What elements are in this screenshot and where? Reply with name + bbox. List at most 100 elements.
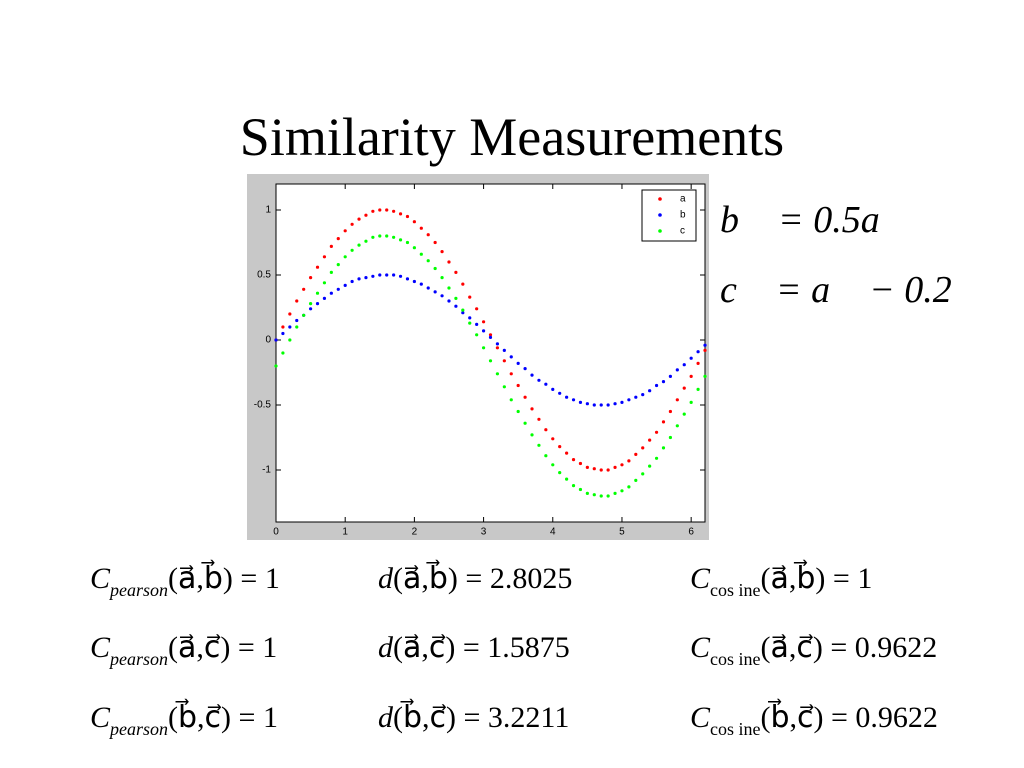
point [544,428,548,432]
point [509,398,513,402]
point [585,465,589,469]
point [378,208,382,212]
point [315,302,320,306]
point [281,351,285,355]
point [689,374,693,378]
point [350,279,354,284]
point [613,491,617,495]
point [350,248,354,252]
point [578,487,583,492]
formula-args: (a⃗,c⃗) = 1.5875 [393,631,570,664]
point [682,412,686,416]
formula: Cpearson(a⃗,c⃗) = 1 [90,631,277,669]
point [571,398,576,402]
point [606,468,610,472]
point [488,335,493,339]
point [308,302,313,306]
point [343,283,347,287]
point [295,318,299,323]
point [336,263,340,267]
point [620,400,624,404]
point [565,451,569,455]
point [634,395,638,399]
formula-args: (a⃗,c⃗) = 1 [168,631,277,664]
point [627,398,631,402]
point [585,402,589,406]
point [392,273,396,277]
point [302,313,306,317]
point [502,385,506,389]
point [357,243,361,247]
formula-args: (a⃗,b⃗) = 1 [761,560,873,595]
x-tick-label: 4 [550,527,556,538]
point [412,279,416,284]
point [364,213,368,217]
point [461,308,465,312]
formula: Cpearson(b⃗,c⃗) = 1 [90,699,278,739]
formula-symbol: C [690,631,711,664]
point [592,467,596,471]
point [502,348,506,352]
point [364,276,368,280]
legend-marker [658,229,662,233]
point [488,359,493,363]
formula: Ccos ine(a⃗,b⃗) = 1 [690,560,872,600]
formula: d(b⃗,c⃗) = 3.2211 [378,699,569,734]
x-tick-label: 3 [481,527,487,538]
formula-symbol: d [378,562,394,595]
x-tick-label: 0 [273,527,279,538]
point [468,316,472,320]
point [578,400,583,404]
point [641,393,645,397]
point [502,359,506,363]
point [461,282,465,286]
point [537,378,541,382]
point [537,443,541,447]
point [641,472,645,476]
point [668,374,673,378]
point [274,338,278,342]
point [523,395,527,399]
formula-args: (b⃗,c⃗) = 3.2211 [393,699,569,734]
formula: d(a⃗,b⃗) = 2.8025 [378,560,572,595]
point [308,307,313,311]
legend-marker [658,213,662,217]
point [620,489,624,493]
point [385,273,389,277]
point [274,364,278,368]
point [592,403,596,407]
point [454,270,458,274]
point [558,471,562,475]
point [571,484,576,488]
point [696,387,700,391]
point [447,299,451,303]
point [454,296,458,300]
point [661,420,666,424]
point [648,438,652,442]
y-tick-label: -0.5 [254,400,272,411]
point [703,374,707,378]
point [433,266,437,271]
point [371,274,375,278]
point [620,463,624,467]
formula-args: (a⃗,c⃗) = 0.9622 [761,631,938,664]
point [433,240,437,245]
point [558,391,562,395]
point [530,433,534,437]
y-tick-label: 0 [265,335,271,346]
point [419,252,423,256]
point [398,274,403,278]
y-tick-label: 0.5 [257,270,271,281]
point [447,260,451,264]
point [696,361,700,365]
point [516,383,520,388]
point [454,304,458,308]
formula-args: (a⃗,b⃗) = 2.8025 [393,560,572,595]
point [371,235,375,239]
point [530,407,534,411]
point [357,277,361,281]
point [551,463,555,467]
point [537,417,541,421]
point [668,409,673,414]
point [703,348,707,352]
